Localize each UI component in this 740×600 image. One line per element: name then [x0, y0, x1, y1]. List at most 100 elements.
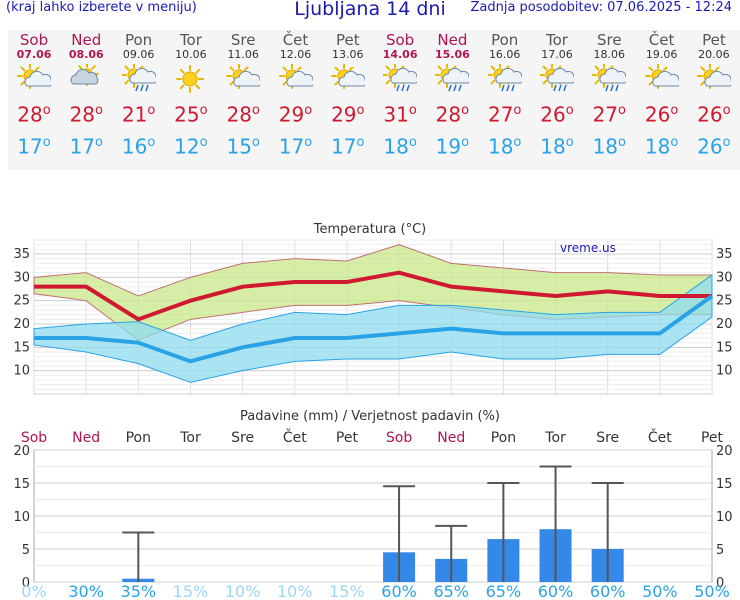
last-update: Zadnja posodobitev: 07.06.2025 - 12:24: [470, 0, 732, 15]
x-tick-label: Čet: [648, 428, 672, 446]
temp-max-value: 28: [69, 102, 96, 127]
sun-rain-icon: [435, 64, 470, 92]
temp-min: 18o: [487, 134, 522, 159]
temp-min-value: 26: [697, 134, 723, 159]
temp-min: 17o: [331, 134, 365, 159]
precip-bar: [122, 578, 155, 582]
day-date: 09.06: [122, 48, 155, 61]
day-column: Ned 08.06 28o 17o: [60, 32, 112, 159]
temp-min: 18o: [383, 134, 417, 159]
precip-bar: [383, 552, 416, 582]
day-date: 07.06: [16, 48, 52, 61]
precip-probability: 65%: [486, 582, 522, 600]
precip-probability: 0%: [21, 582, 46, 600]
x-tick-label: Tor: [179, 430, 201, 446]
day-column: Čet 19.06 26o 18o: [636, 32, 688, 157]
y-tick-label: 10: [716, 364, 733, 379]
temp-max-value: 31: [383, 102, 409, 127]
temp-min-value: 17: [69, 134, 96, 159]
y-tick-label: 10: [13, 510, 30, 525]
day-date: 15.06: [434, 48, 470, 61]
day-name: Ned: [437, 31, 468, 49]
x-tick-label: Pet: [701, 430, 724, 446]
temp-min: 15o: [226, 134, 260, 159]
day-name: Tor: [179, 31, 202, 49]
sun-rain-icon: [592, 64, 627, 92]
temp-min-value: 18: [383, 134, 409, 159]
day-name: Pet: [702, 31, 726, 49]
day-date: 13.06: [332, 48, 364, 61]
chart-title: Temperatura (°C): [313, 222, 426, 237]
temp-max-value: 29: [278, 102, 305, 127]
temp-max-value: 29: [331, 102, 357, 127]
temp-max-value: 28: [17, 102, 43, 127]
day-date: 11.06: [227, 48, 259, 61]
y-tick-label: 5: [716, 543, 724, 558]
day-name: Sob: [385, 31, 415, 49]
day-column: Sob 14.06 31o 18o: [374, 31, 426, 159]
temp-min: 18o: [540, 134, 574, 159]
y-tick-label: 35: [716, 247, 733, 262]
temp-min-value: 17: [278, 134, 305, 159]
temp-min: 18o: [592, 134, 626, 159]
precip-probability: 30%: [68, 582, 104, 600]
chart-title: Padavine (mm) / Verjetnost padavin (%): [240, 409, 500, 424]
y-tick-label: 15: [13, 477, 30, 492]
temp-max: 25o: [174, 102, 208, 127]
day-date: 08.06: [68, 48, 104, 61]
day-name: Pon: [124, 31, 153, 49]
forecast-strip: [8, 30, 740, 170]
y-tick-label: 20: [716, 444, 733, 459]
sun-rain-icon: [540, 64, 574, 92]
x-tick-label: Sre: [596, 430, 619, 446]
temp-max: 27o: [592, 102, 626, 127]
day-name: Sob: [19, 31, 49, 49]
page-title: Ljubljana 14 dni: [294, 0, 446, 20]
temp-min: 17o: [17, 134, 51, 159]
temp-min: 16o: [121, 134, 156, 159]
temp-max: 28o: [17, 102, 51, 127]
y-tick-label: 20: [716, 317, 733, 332]
day-date: 19.06: [645, 48, 678, 61]
temp-max: 26o: [540, 102, 574, 127]
day-column: Sre 11.06 28o 15o: [217, 32, 269, 157]
sun-rain-icon: [383, 64, 418, 92]
y-tick-label: 20: [13, 444, 30, 459]
sun-cloud-icon: [17, 64, 51, 89]
sun-cloud-icon: [696, 64, 731, 89]
y-tick-label: 0: [716, 576, 724, 591]
y-tick-label: 10: [13, 364, 30, 379]
day-name: Pet: [335, 31, 360, 49]
y-tick-label: 10: [716, 510, 733, 525]
temp-max: 27o: [487, 102, 522, 127]
y-tick-label: 0: [22, 576, 30, 591]
temp-min: 19o: [435, 134, 470, 159]
day-date: 10.06: [175, 48, 207, 61]
precip-probability: 10%: [277, 582, 313, 600]
x-tick-label: Pon: [126, 430, 151, 446]
precip-bar: [435, 558, 468, 582]
temp-max-value: 28: [435, 102, 462, 127]
precip-probability: 65%: [433, 582, 469, 600]
day-column: Pon 09.06 21o 16o: [113, 32, 165, 157]
temp-max: 26o: [644, 102, 679, 127]
temp-max-value: 26: [697, 102, 723, 127]
plot-area: [33, 239, 713, 395]
day-column: Sob 07.06 28o 17o: [8, 31, 60, 159]
temp-min-value: 18: [644, 134, 671, 159]
day-name: Sre: [597, 31, 622, 49]
region-menu-hint[interactable]: (kraj lahko izberete v meniju): [6, 0, 197, 15]
precip-probability: 15%: [173, 582, 209, 600]
y-tick-label: 15: [716, 477, 733, 492]
plot-area: [33, 449, 713, 583]
sun-rain-icon: [121, 64, 156, 92]
day-column: Ned 15.06 28o 19o: [426, 31, 478, 159]
y-tick-label: 5: [22, 543, 30, 558]
precip-bar: [591, 549, 624, 582]
day-date: 12.06: [279, 48, 312, 61]
day-name: Sre: [230, 31, 256, 49]
day-column: Pon 16.06 27o 18o: [479, 32, 531, 157]
precipitation-chart: Padavine (mm) / Verjetnost padavin (%) So…: [13, 409, 732, 600]
day-date: 20.06: [698, 48, 730, 61]
day-name: Čet: [282, 31, 309, 49]
